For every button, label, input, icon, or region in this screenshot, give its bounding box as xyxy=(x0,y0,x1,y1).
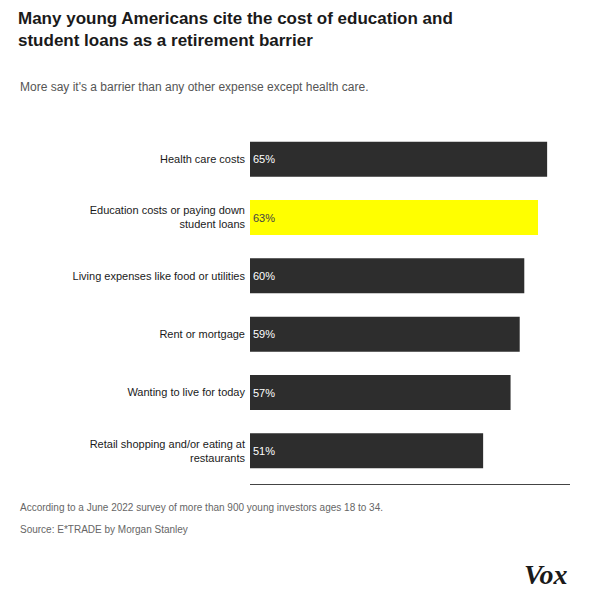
svg-text:65%: 65% xyxy=(253,153,275,165)
svg-text:51%: 51% xyxy=(253,445,275,457)
svg-text:Education costs or paying down: Education costs or paying downstudent lo… xyxy=(90,204,246,230)
svg-text:According to a June 2022 surve: According to a June 2022 survey of more … xyxy=(20,502,383,513)
svg-text:Source: E*TRADE by Morgan Stan: Source: E*TRADE by Morgan Stanley xyxy=(20,524,188,535)
svg-text:Retail shopping and/or eating: Retail shopping and/or eating atrestaura… xyxy=(90,438,246,464)
svg-text:59%: 59% xyxy=(253,328,275,340)
svg-text:57%: 57% xyxy=(253,387,275,399)
svg-text:Rent or mortgage: Rent or mortgage xyxy=(159,328,245,340)
svg-text:Vox: Vox xyxy=(524,559,568,590)
svg-text:More say it's a barrier than a: More say it's a barrier than any other e… xyxy=(20,80,368,94)
svg-text:Many young Americans cite the: Many young Americans cite the cost of ed… xyxy=(18,9,453,50)
svg-text:Wanting to live for today: Wanting to live for today xyxy=(127,386,245,398)
svg-text:Health care costs: Health care costs xyxy=(160,153,245,165)
svg-text:Living expenses like food or u: Living expenses like food or utilities xyxy=(73,270,246,282)
svg-text:60%: 60% xyxy=(253,270,275,282)
svg-text:63%: 63% xyxy=(253,212,275,224)
